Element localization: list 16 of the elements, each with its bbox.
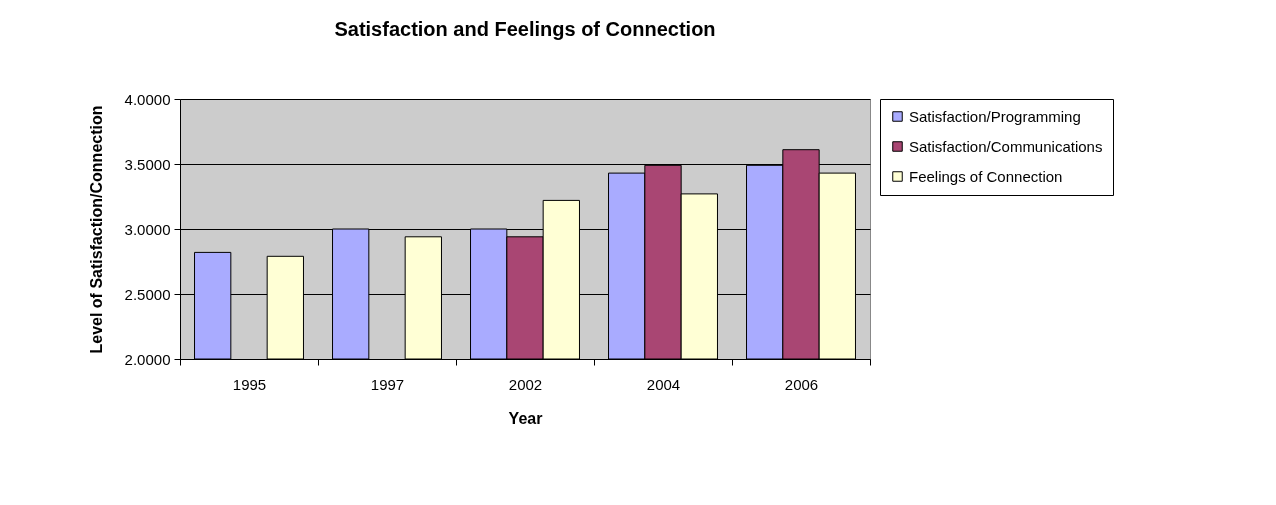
x-tick-label: 2002 xyxy=(508,375,543,393)
y-axis-title: Level of Satisfaction/Connection xyxy=(87,105,105,354)
legend-label: Feelings of Connection xyxy=(909,167,1063,185)
chart-title: Satisfaction and Feelings of Connection xyxy=(334,18,716,40)
x-tick-label: 1995 xyxy=(232,375,267,393)
legend-label: Satisfaction/Communications xyxy=(909,137,1103,155)
x-tick-label: 2006 xyxy=(784,375,819,393)
x-axis-title: Year xyxy=(508,409,543,427)
x-tick-label: 1997 xyxy=(370,375,405,393)
y-tick-label: 2.0000 xyxy=(124,350,171,368)
y-tick-label: 3.0000 xyxy=(124,220,171,238)
y-tick-label: 3.5000 xyxy=(124,155,171,173)
y-tick-label: 4.0000 xyxy=(124,90,171,108)
x-tick-label: 2004 xyxy=(646,375,681,393)
legend-label: Satisfaction/Programming xyxy=(909,107,1081,125)
y-tick-label: 2.5000 xyxy=(124,285,171,303)
